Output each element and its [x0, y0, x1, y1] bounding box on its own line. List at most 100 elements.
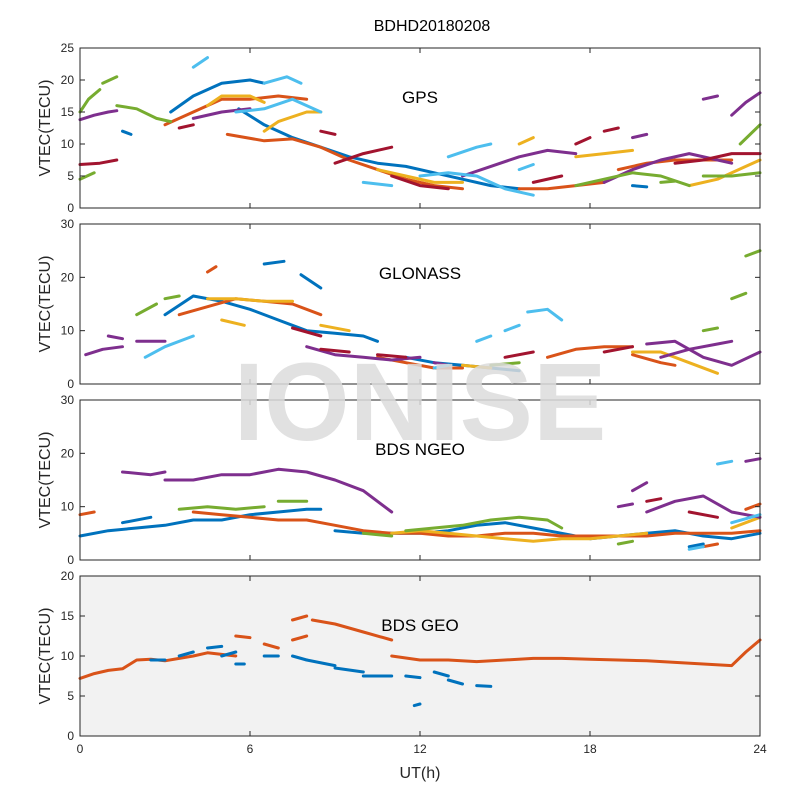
series-0-4-segment-6 — [738, 123, 762, 146]
series-0-4-segment-1 — [101, 75, 119, 85]
series-3-1-segment-13 — [412, 702, 422, 708]
series-3-0-segment-5 — [310, 618, 394, 642]
series-2-1-segment-3 — [744, 502, 762, 511]
series-1-6-segment-2 — [503, 350, 535, 359]
series-3-1-segment-2 — [206, 644, 224, 650]
series-1-2-segment-4 — [461, 363, 493, 370]
series-0-6-segment-8 — [319, 129, 337, 136]
series-2-4-segment-3 — [404, 515, 564, 533]
y-tick-label-0-3: 15 — [61, 105, 75, 119]
y-axis-label-2: VTEC(TECU) — [37, 432, 54, 529]
series-1-6-segment-3 — [602, 345, 634, 354]
series-0-4-segment-3 — [115, 104, 173, 124]
panel-0: 0 5 10 15 20 25 GPS VTEC(TECU) — [37, 41, 762, 215]
series-2-5-segment-2 — [730, 513, 762, 525]
series-1-2-segment-0 — [206, 297, 294, 303]
series-0-5-segment-2 — [262, 75, 303, 85]
y-tick-label-3-4: 20 — [61, 569, 75, 583]
y-tick-label-0-5: 25 — [61, 41, 75, 55]
y-tick-label-1-1: 10 — [61, 324, 75, 338]
series-0-1-segment-0 — [163, 94, 309, 127]
series-0-3-segment-0 — [78, 109, 119, 122]
series-3-1-segment-3 — [220, 650, 238, 658]
series-0-3-segment-4 — [701, 94, 719, 101]
series-0-5-segment-5 — [446, 142, 493, 159]
series-0-6-segment-1 — [333, 145, 394, 165]
series-0-3-segment-5 — [730, 91, 762, 117]
series-3-0-segment-4 — [291, 614, 309, 622]
y-tick-label-2-1: 10 — [61, 500, 75, 514]
x-tick-label-1: 6 — [247, 742, 254, 756]
series-1-1-segment-2 — [546, 345, 634, 359]
x-tick-label-3: 18 — [583, 742, 597, 756]
series-2-6-segment-1 — [687, 510, 719, 519]
series-1-3-segment-1 — [305, 345, 422, 362]
x-axis-label: UT(h) — [400, 765, 441, 782]
series-2-3-segment-4 — [744, 457, 762, 463]
panel-3: 0 5 10 15 20 0 6 12 18 24 BDS GEO VTEC(TECU) — [37, 569, 767, 756]
figure-title: BDHD20180208 — [374, 18, 491, 35]
series-0-5-segment-0 — [191, 56, 209, 69]
panel-title-3: BDS GEO — [381, 616, 458, 635]
series-0-0-segment-2 — [121, 129, 133, 136]
y-tick-label-1-3: 30 — [61, 217, 75, 231]
y-tick-label-2-2: 20 — [61, 446, 75, 460]
series-3-0-segment-3 — [291, 634, 309, 642]
series-0-2-segment-5 — [517, 136, 535, 146]
series-0-6-segment-2 — [390, 174, 450, 191]
series-0-0-segment-0 — [169, 78, 266, 114]
panels-group: 0 5 10 15 20 25 GPS VTEC(TECU) 0 10 20 30 GLONASS VTE… — [37, 41, 767, 756]
series-2-4-segment-2 — [361, 531, 394, 538]
series-3-0-segment-2 — [262, 642, 280, 650]
series-2-0-segment-2 — [687, 542, 705, 549]
series-2-5-segment-1 — [687, 545, 705, 551]
series-2-2-segment-0 — [390, 529, 649, 543]
series-3-1-segment-9 — [404, 674, 422, 680]
x-tick-label-4: 24 — [753, 742, 767, 756]
series-0-5-segment-3 — [361, 180, 394, 188]
series-1-5-segment-3 — [526, 307, 564, 322]
series-0-6-segment-7 — [177, 123, 195, 130]
series-0-0-segment-1 — [237, 107, 521, 191]
series-2-3-segment-0 — [121, 470, 167, 477]
series-3-1-segment-11 — [446, 678, 464, 686]
y-tick-label-1-2: 20 — [61, 270, 75, 284]
series-0-5-segment-1 — [234, 97, 323, 114]
y-tick-label-0-4: 20 — [61, 73, 75, 87]
series-2-4-segment-0 — [177, 505, 266, 511]
series-0-4-segment-7 — [659, 179, 677, 184]
series-0-3-segment-1 — [191, 107, 252, 120]
series-2-1-segment-0 — [78, 510, 96, 517]
series-3-1-segment-12 — [475, 684, 493, 688]
series-0-3-segment-6 — [631, 132, 649, 140]
series-1-1-segment-4 — [206, 265, 218, 274]
series-1-2-segment-2 — [319, 323, 351, 333]
series-3-1-segment-6 — [305, 658, 337, 668]
y-tick-label-3-3: 15 — [61, 609, 75, 623]
watermark: IONISE — [234, 341, 607, 464]
series-2-6-segment-0 — [645, 497, 663, 503]
series-1-4-segment-0 — [135, 302, 158, 317]
series-0-2-segment-4 — [687, 158, 762, 188]
series-3-1-segment-5 — [291, 654, 309, 662]
y-tick-label-1-0: 0 — [67, 377, 74, 391]
series-2-0-segment-3 — [121, 515, 153, 525]
series-1-5-segment-2 — [503, 323, 521, 333]
series-0-2-segment-1 — [262, 110, 323, 133]
series-0-4-segment-0 — [78, 88, 102, 114]
series-2-3-segment-2 — [631, 481, 649, 493]
series-2-0-segment-0 — [78, 507, 323, 538]
series-1-3-segment-0 — [84, 345, 124, 357]
y-tick-label-3-0: 0 — [67, 729, 74, 743]
y-tick-label-0-0: 0 — [67, 201, 74, 215]
y-axis-label-0: VTEC(TECU) — [37, 80, 54, 177]
series-1-2-segment-1 — [220, 318, 246, 327]
series-2-1-segment-2 — [701, 542, 719, 549]
series-3-1-segment-10 — [432, 670, 450, 678]
series-0-2-segment-0 — [206, 94, 266, 108]
series-1-4-segment-2 — [730, 291, 748, 301]
series-2-3-segment-3 — [645, 494, 762, 519]
series-3-0-segment-6 — [390, 638, 762, 668]
series-1-0-segment-0 — [163, 294, 379, 343]
series-2-3-segment-5 — [616, 502, 634, 509]
